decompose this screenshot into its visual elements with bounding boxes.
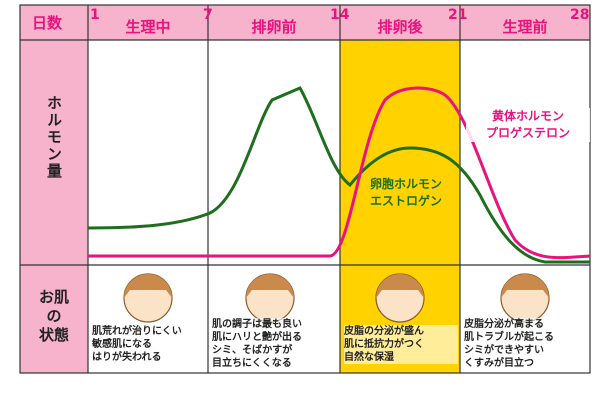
faces xyxy=(123,273,550,323)
phase-name: 排卵前 xyxy=(251,18,297,36)
header-bg xyxy=(20,5,590,40)
skin-line: 肌荒れが治りにくい xyxy=(92,326,182,337)
skin-line: 皮脂分泌が高まる xyxy=(464,319,544,330)
left-bg xyxy=(20,40,88,373)
label-line: プロゲステロン xyxy=(485,126,570,140)
skin-text: 皮脂の分泌が盛ん 肌に抵抗力がつく 自然な保湿 xyxy=(344,325,458,364)
label-line: 黄体ホルモン xyxy=(491,109,564,123)
days-label: 日数 xyxy=(32,14,63,32)
lines xyxy=(19,4,591,374)
skin-line: 目立ちにくくなる xyxy=(212,358,292,369)
skin-text: 肌の調子は最も良い 肌にハリと艶が出る シミ、そばかすが 目立ちにくくなる xyxy=(212,318,338,370)
skin-text: 肌荒れが治りにくい 敏感肌になる はりが失われる xyxy=(92,325,206,364)
day-number: 28 xyxy=(570,7,590,23)
phase-name: 生理中 xyxy=(125,18,171,36)
skin-line: 敏感肌になる xyxy=(92,339,152,350)
estrogen-curve xyxy=(87,86,590,264)
skin-line: 肌に抵抗力がつく xyxy=(344,339,424,350)
hair xyxy=(124,274,549,298)
skin-label-line: 状態 xyxy=(38,326,69,344)
day-number: 7 xyxy=(203,7,213,23)
day-number: 21 xyxy=(448,7,468,23)
skin-line: はりが失われる xyxy=(92,352,162,363)
skin-line: シミができやすい xyxy=(464,345,544,356)
skin-label-line: お肌 xyxy=(38,288,69,306)
skin-line: 肌の調子は最も良い xyxy=(212,319,302,330)
skin-text: 皮脂分泌が高まる 肌トラブルが起こる シミができやすい くすみが目立つ xyxy=(464,318,588,370)
label-line: 卵胞ホルモン xyxy=(369,177,442,191)
phase-name: 生理前 xyxy=(502,18,548,36)
hormone-label: ホルモン量 xyxy=(45,95,63,180)
skin-line: 自然な保湿 xyxy=(344,352,394,363)
skin-line: 肌にハリと艶が出る xyxy=(212,332,302,343)
skin-line: シミ、そばかすが xyxy=(212,345,293,356)
label-line: エストロゲン xyxy=(369,194,442,208)
skin-label-line: の xyxy=(46,307,62,325)
skin-line: くすみが目立つ xyxy=(464,358,534,369)
skin-label: お肌の状態 xyxy=(20,288,88,345)
progesterone-curve xyxy=(88,86,591,260)
day-number: 14 xyxy=(330,7,350,23)
progesterone-label: 黄体ホルモン プロゲステロン xyxy=(466,108,590,142)
skin-line: 皮脂の分泌が盛ん xyxy=(344,326,424,337)
estrogen-label: 卵胞ホルモン エストロゲン xyxy=(350,176,462,210)
skin-line: 肌トラブルが起こる xyxy=(464,332,554,343)
phase-name: 排卵後 xyxy=(377,18,423,36)
day-number: 1 xyxy=(90,7,100,23)
